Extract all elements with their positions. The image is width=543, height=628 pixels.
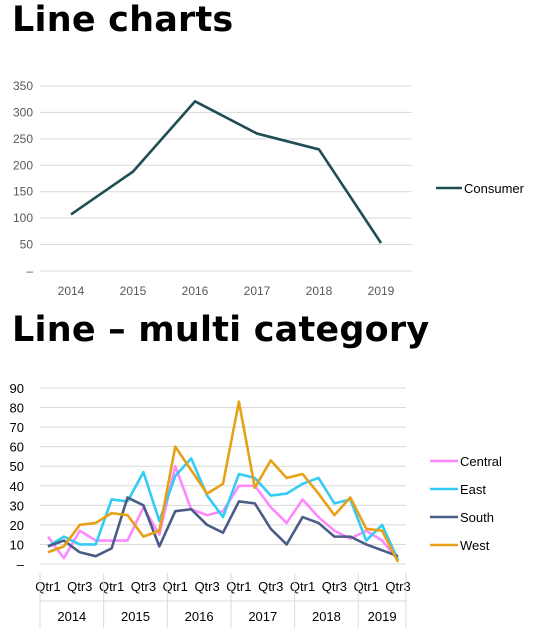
x-tick-label: Qtr3 (258, 579, 283, 594)
x-tick-label: Qtr1 (35, 579, 60, 594)
legend-label: West (460, 538, 490, 553)
group-label: 2014 (57, 609, 86, 624)
y-tick-label: 90 (10, 381, 24, 396)
group-label: 2017 (248, 609, 277, 624)
y-tick-label: 300 (13, 105, 33, 119)
y-tick-label: 150 (13, 185, 33, 199)
x-tick-label: 2019 (368, 284, 395, 298)
x-tick-label: Qtr3 (322, 579, 347, 594)
group-label: 2016 (185, 609, 214, 624)
y-tick-label: 350 (13, 79, 33, 93)
y-tick-label: 20 (10, 518, 24, 533)
legend-label: South (460, 510, 494, 525)
y-tick-label: 10 (10, 537, 24, 552)
x-tick-label: 2014 (58, 284, 85, 298)
y-tick-label: 250 (13, 132, 33, 146)
y-tick-label: 40 (10, 479, 24, 494)
x-tick-label: Qtr1 (99, 579, 124, 594)
y-tick-label: – (26, 264, 33, 278)
chart2-legend: Central East South West (430, 454, 502, 553)
x-tick-label: 2016 (182, 284, 209, 298)
y-tick-label: – (17, 557, 25, 572)
group-label: 2018 (312, 609, 341, 624)
y-tick-label: 50 (10, 459, 24, 474)
series-line-west (47, 400, 400, 563)
chart2-y-axis: – 10 20 30 40 50 60 70 80 90 (10, 381, 25, 572)
y-tick-label: 80 (10, 401, 24, 416)
legend-label: East (460, 482, 486, 497)
x-tick-label: Qtr3 (385, 579, 410, 594)
y-tick-label: 70 (10, 420, 24, 435)
line-multi-category-heading: Line – multi category (12, 310, 430, 350)
x-tick-label: Qtr3 (67, 579, 92, 594)
group-label: 2019 (368, 609, 397, 624)
legend-label: Consumer (464, 181, 525, 196)
chart1-y-axis: – 50 100 150 200 250 300 350 (13, 79, 33, 278)
chart2-x-axis: Qtr1 Qtr3 Qtr1 Qtr3 Qtr1 Qtr3 Qtr1 Qtr3 Qtr1 Qtr3… (35, 573, 411, 628)
chart1-gridlines (40, 85, 412, 272)
y-tick-label: 50 (20, 238, 34, 252)
chart1-legend: Consumer (436, 181, 525, 196)
group-label: 2015 (121, 609, 150, 624)
y-tick-label: 200 (13, 158, 33, 172)
x-tick-label: Qtr3 (194, 579, 219, 594)
line-charts-heading: Line charts (12, 0, 234, 40)
x-tick-label: Qtr3 (131, 579, 156, 594)
x-tick-label: Qtr1 (226, 579, 251, 594)
chart2-series (46, 400, 400, 563)
x-tick-label: Qtr1 (163, 579, 188, 594)
x-tick-label: Qtr1 (290, 579, 315, 594)
y-tick-label: 30 (10, 498, 24, 513)
chart2-gridlines (40, 387, 406, 565)
series-line-consumer (70, 100, 383, 244)
series-line-central (46, 464, 400, 561)
y-tick-label: 60 (10, 440, 24, 455)
x-tick-label: Qtr1 (354, 579, 379, 594)
series-line-south (47, 496, 399, 558)
legend-label: Central (460, 454, 502, 469)
x-tick-label: 2017 (244, 284, 271, 298)
series-line-east (47, 457, 400, 561)
y-tick-label: 100 (13, 211, 33, 225)
x-tick-label: 2018 (306, 284, 333, 298)
x-tick-label: 2015 (120, 284, 147, 298)
chart1-x-axis: 2014 2015 2016 2017 2018 2019 (58, 284, 395, 298)
chart1-series (70, 100, 383, 244)
